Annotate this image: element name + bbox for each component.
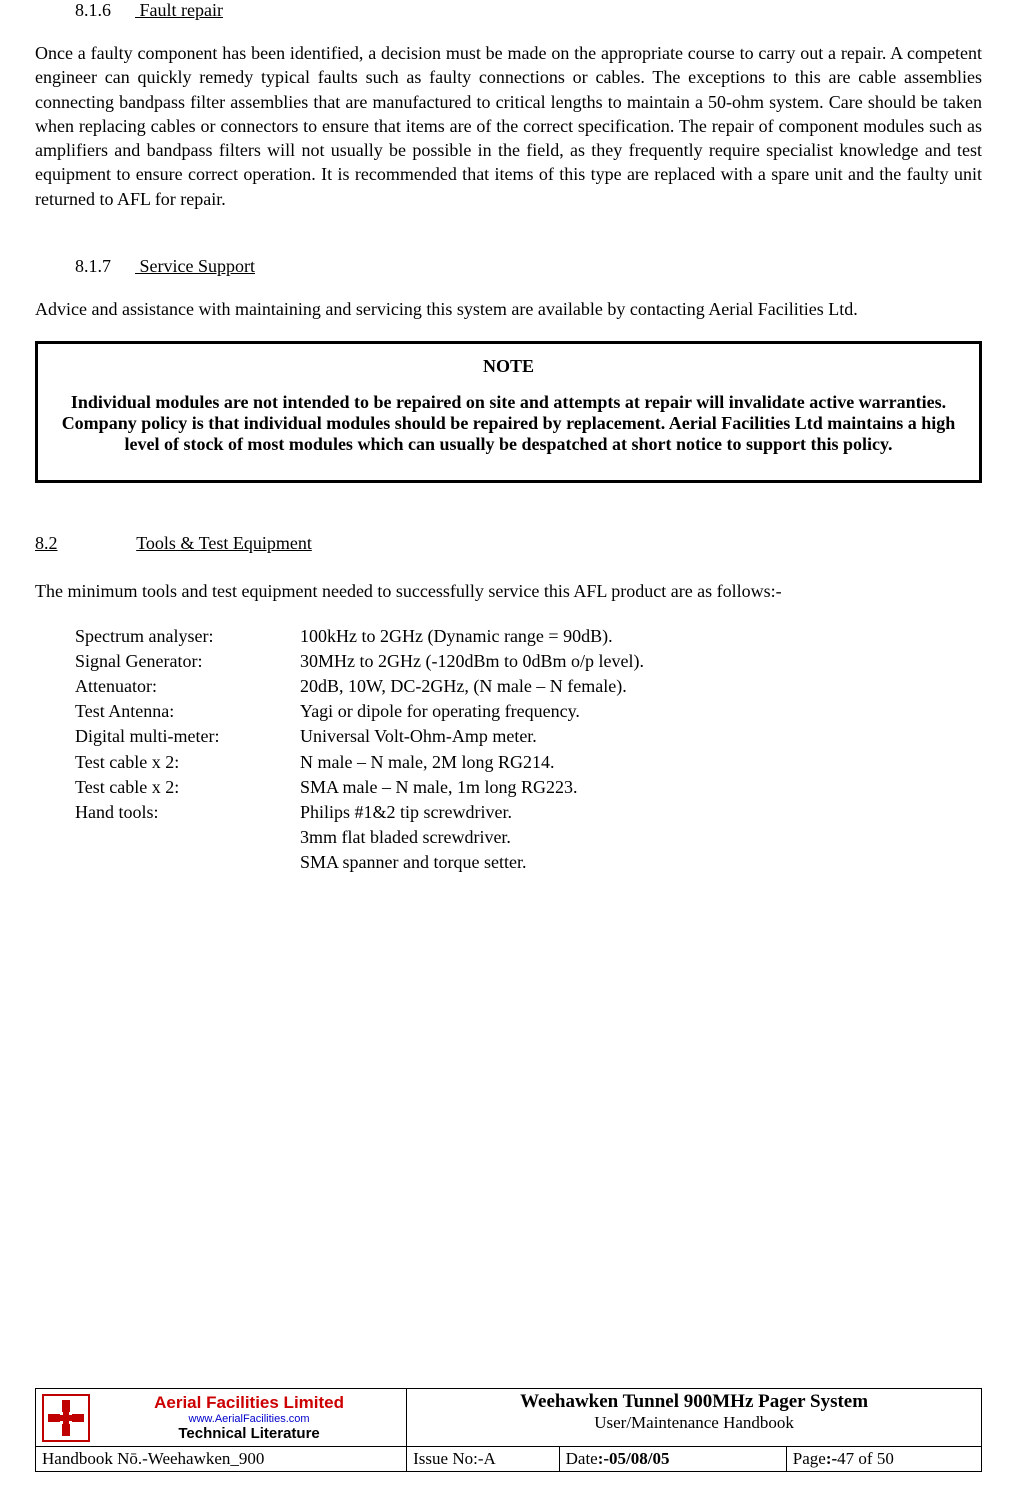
tool-value: SMA male – N male, 1m long RG223. [300, 775, 578, 800]
tool-label: Attenuator: [75, 674, 300, 699]
tool-value: SMA spanner and torque setter. [300, 850, 526, 875]
page-num: 47 of 50 [837, 1449, 894, 1468]
section-num: 8.2 [35, 533, 58, 554]
doc-subtitle: User/Maintenance Handbook [413, 1413, 975, 1433]
tool-value: 30MHz to 2GHz (-120dBm to 0dBm o/p level… [300, 649, 644, 674]
logo-url: www.AerialFacilities.com [98, 1413, 400, 1425]
handbook-cell: Handbook Nō.-Weehawken_900 [36, 1447, 407, 1472]
section-816-body: Once a faulty component has been identif… [35, 41, 982, 211]
tool-label: Test cable x 2: [75, 775, 300, 800]
tool-row: Test Antenna:Yagi or dipole for operatin… [75, 699, 982, 724]
tool-value: 20dB, 10W, DC-2GHz, (N male – N female). [300, 674, 627, 699]
tool-row: Digital multi-meter:Universal Volt-Ohm-A… [75, 724, 982, 749]
logo-icon [42, 1394, 90, 1442]
tool-row: Spectrum analyser:100kHz to 2GHz (Dynami… [75, 624, 982, 649]
note-title: NOTE [53, 356, 964, 377]
section-82-intro: The minimum tools and test equipment nee… [35, 579, 982, 603]
tool-row: Test cable x 2:SMA male – N male, 1m lon… [75, 775, 982, 800]
section-817-body: Advice and assistance with maintaining a… [35, 297, 982, 321]
tool-value: Yagi or dipole for operating frequency. [300, 699, 580, 724]
tool-list: Spectrum analyser:100kHz to 2GHz (Dynami… [35, 624, 982, 876]
section-heading-82: 8.2 Tools & Test Equipment [35, 533, 982, 554]
issue-label: Issue No:- [413, 1449, 483, 1468]
tool-value: N male – N male, 2M long RG214. [300, 750, 554, 775]
issue-value: A [484, 1449, 496, 1468]
tool-label: Test Antenna: [75, 699, 300, 724]
tool-row: Signal Generator:30MHz to 2GHz (-120dBm … [75, 649, 982, 674]
doc-title-cell: Weehawken Tunnel 900MHz Pager System Use… [407, 1389, 982, 1447]
page-label: Page [793, 1449, 826, 1468]
logo-company: Aerial Facilities Limited [98, 1393, 400, 1413]
tool-value: Philips #1&2 tip screwdriver. [300, 800, 512, 825]
tool-label: Spectrum analyser: [75, 624, 300, 649]
tool-row: Attenuator:20dB, 10W, DC-2GHz, (N male –… [75, 674, 982, 699]
tool-row: SMA spanner and torque setter. [75, 850, 982, 875]
date-cell: Date:-05/08/05 [559, 1447, 786, 1472]
section-num: 8.1.7 [75, 256, 135, 277]
tool-row: Test cable x 2:N male – N male, 2M long … [75, 750, 982, 775]
footer-table: Aerial Facilities Limited www.AerialFaci… [35, 1388, 982, 1472]
section-heading-817: 8.1.7 Service Support [35, 256, 982, 277]
logo-cell: Aerial Facilities Limited www.AerialFaci… [36, 1389, 407, 1447]
section-title: Tools & Test Equipment [136, 533, 312, 553]
tool-label: Test cable x 2: [75, 750, 300, 775]
date-value: :-05/08/05 [598, 1449, 670, 1468]
page-sep: :- [826, 1449, 837, 1468]
tool-row: 3mm flat bladed screwdriver. [75, 825, 982, 850]
note-body: Individual modules are not intended to b… [53, 392, 964, 455]
tool-row: Hand tools:Philips #1&2 tip screwdriver. [75, 800, 982, 825]
issue-cell: Issue No:-A [407, 1447, 560, 1472]
tool-label: Digital multi-meter: [75, 724, 300, 749]
handbook-label: Handbook Nō.-Weehawken_900 [42, 1449, 264, 1468]
tool-value: 100kHz to 2GHz (Dynamic range = 90dB). [300, 624, 613, 649]
doc-title: Weehawken Tunnel 900MHz Pager System [413, 1391, 975, 1413]
note-box: NOTE Individual modules are not intended… [35, 341, 982, 483]
tool-label: Hand tools: [75, 800, 300, 825]
tool-label: Signal Generator: [75, 649, 300, 674]
logo-dept: Technical Literature [98, 1425, 400, 1442]
section-num: 8.1.6 [75, 0, 135, 21]
page-cell: Page:-47 of 50 [786, 1447, 981, 1472]
date-label: Date [566, 1449, 598, 1468]
section-heading-816: 8.1.6 Fault repair [35, 0, 982, 21]
tool-value: 3mm flat bladed screwdriver. [300, 825, 511, 850]
tool-value: Universal Volt-Ohm-Amp meter. [300, 724, 537, 749]
footer: Aerial Facilities Limited www.AerialFaci… [35, 1388, 982, 1472]
section-title: Service Support [140, 256, 255, 276]
section-title: Fault repair [140, 0, 223, 20]
